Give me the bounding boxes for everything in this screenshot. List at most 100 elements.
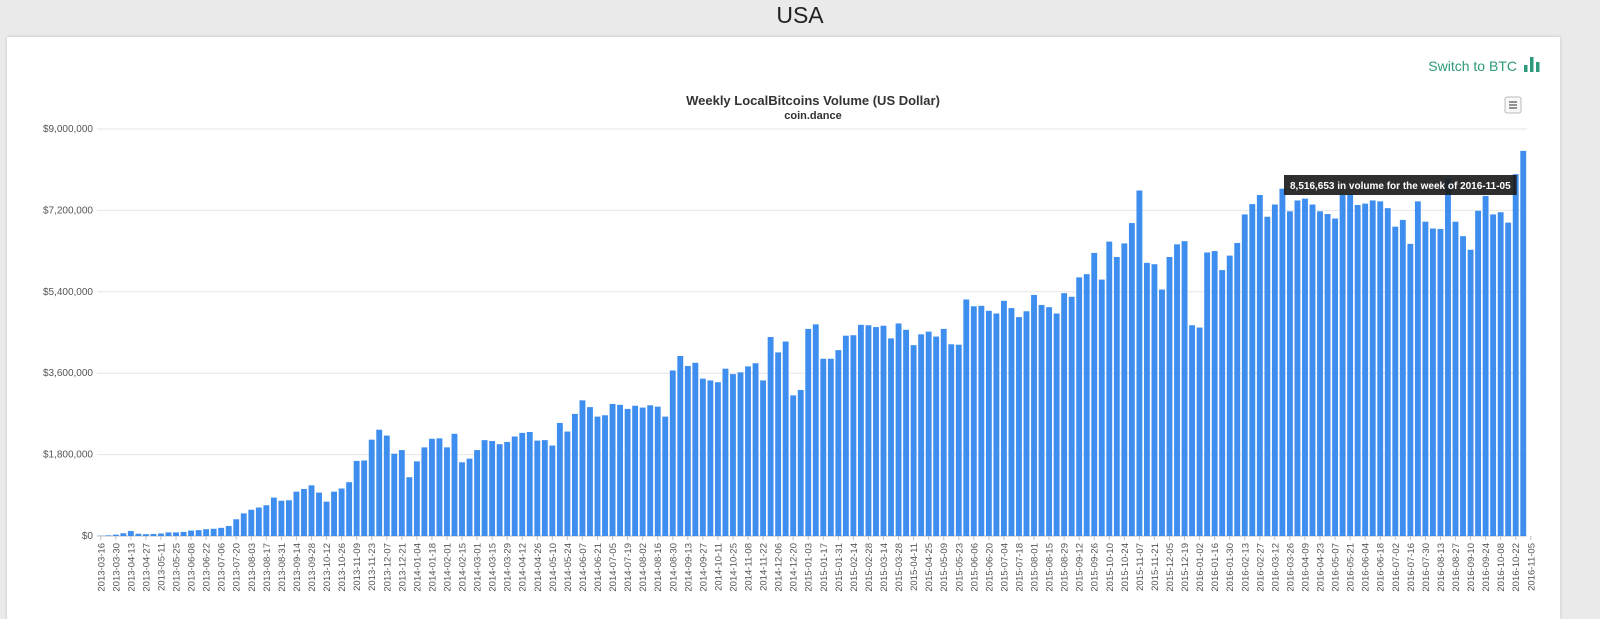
chart-bar[interactable] [534, 440, 541, 536]
chart-bar[interactable] [1068, 296, 1075, 536]
chart-bar[interactable] [745, 366, 751, 536]
chart-bar[interactable] [1091, 252, 1098, 536]
chart-bar[interactable] [609, 403, 616, 536]
chart-bar[interactable] [857, 324, 864, 536]
chart-bar[interactable] [978, 305, 985, 536]
chart-bar[interactable] [1076, 277, 1083, 536]
chart-bar[interactable] [669, 370, 676, 536]
chart-bar[interactable] [933, 336, 940, 536]
chart-bar[interactable] [888, 338, 894, 536]
chart-bar[interactable] [842, 335, 849, 536]
chart-bar[interactable] [293, 491, 300, 536]
chart-bar[interactable] [970, 306, 977, 536]
chart-bar[interactable] [218, 527, 225, 536]
chart-bar[interactable] [594, 416, 601, 536]
chart-bar[interactable] [782, 341, 789, 536]
chart-bar[interactable] [850, 335, 857, 536]
chart-bar[interactable] [1475, 210, 1482, 536]
chart-bar[interactable] [805, 328, 812, 536]
chart-bar[interactable] [391, 453, 398, 536]
chart-bar[interactable] [737, 372, 744, 536]
chart-bar[interactable] [173, 532, 179, 536]
chart-bar[interactable] [248, 509, 255, 536]
chart-bar[interactable] [301, 488, 307, 536]
chart-bar[interactable] [1422, 221, 1429, 536]
chart-bar[interactable] [361, 460, 368, 536]
chart-bar[interactable] [120, 533, 127, 536]
chart-bar[interactable] [474, 450, 481, 536]
chart-bar[interactable] [752, 363, 759, 536]
chart-bar[interactable] [466, 458, 473, 536]
chart-bar[interactable] [1000, 300, 1007, 536]
chart-bar[interactable] [1460, 236, 1466, 536]
chart-bar[interactable] [165, 532, 172, 536]
chart-bar[interactable] [526, 431, 533, 536]
chart-bar[interactable] [195, 530, 202, 536]
chart-bar[interactable] [1181, 241, 1188, 536]
chart-bar[interactable] [150, 533, 157, 536]
chart-bar[interactable] [714, 382, 721, 536]
chart-bar[interactable] [233, 519, 240, 536]
chart-bar[interactable] [571, 413, 578, 536]
chart-bar[interactable] [1113, 256, 1120, 536]
chart-bar[interactable] [519, 432, 526, 536]
chart-bar[interactable] [1151, 264, 1158, 536]
chart-bar[interactable] [511, 436, 518, 536]
chart-bar[interactable] [955, 344, 962, 536]
chart-bar[interactable] [323, 501, 330, 536]
chart-bar[interactable] [820, 358, 827, 536]
chart-bar[interactable] [624, 408, 631, 536]
chart-bar[interactable] [760, 380, 767, 536]
chart-bar[interactable] [1294, 200, 1301, 536]
chart-bar[interactable] [1136, 190, 1143, 537]
chart-bar[interactable] [428, 438, 435, 536]
chart-bar[interactable] [1332, 218, 1339, 537]
chart-bar[interactable] [1106, 241, 1113, 536]
chart-bar[interactable] [1317, 211, 1323, 537]
chart-bar[interactable] [1512, 174, 1519, 536]
chart-bar[interactable] [910, 345, 917, 536]
chart-bar[interactable] [444, 447, 450, 536]
chart-bar[interactable] [1520, 150, 1527, 537]
chart-bar[interactable] [1437, 228, 1444, 536]
chart-bar[interactable] [1429, 228, 1436, 537]
chart-bar[interactable] [556, 422, 563, 536]
chart-bar[interactable] [142, 534, 149, 536]
chart-bar[interactable] [1038, 304, 1045, 536]
chart-bar[interactable] [632, 405, 639, 536]
chart-bar[interactable] [993, 313, 1000, 536]
chart-bar[interactable] [1324, 214, 1331, 536]
chart-bar[interactable] [255, 507, 262, 536]
chart-bar[interactable] [1497, 212, 1504, 536]
chart-bar[interactable] [1452, 221, 1459, 536]
chart-bar[interactable] [1046, 307, 1053, 536]
chart-bar[interactable] [270, 497, 277, 536]
chart-bar[interactable] [1445, 178, 1451, 537]
chart-bar[interactable] [1362, 203, 1369, 536]
chart-bar[interactable] [692, 362, 699, 536]
chart-bar[interactable] [767, 337, 774, 536]
chart-bar[interactable] [459, 462, 465, 536]
chart-bar[interactable] [135, 533, 142, 536]
chart-bar[interactable] [489, 441, 496, 536]
chart-bar[interactable] [1407, 243, 1414, 537]
chart-bar[interactable] [436, 438, 443, 536]
chart-bar[interactable] [895, 323, 902, 536]
chart-bar[interactable] [383, 435, 390, 536]
chart-bar[interactable] [873, 327, 879, 536]
chart-bar[interactable] [338, 488, 345, 536]
chart-bar[interactable] [1061, 293, 1068, 536]
chart-bar[interactable] [504, 441, 511, 536]
chart-bar[interactable] [105, 535, 112, 536]
chart-bar[interactable] [398, 450, 405, 536]
chart-bar[interactable] [1211, 251, 1218, 536]
chart-bar[interactable] [827, 358, 834, 536]
chart-bar[interactable] [1023, 311, 1030, 536]
chart-bar[interactable] [210, 528, 217, 536]
chart-bar[interactable] [451, 433, 458, 536]
chart-bar[interactable] [1302, 198, 1308, 536]
chart-bar[interactable] [368, 439, 375, 536]
chart-bar[interactable] [1143, 262, 1150, 536]
chart-bar[interactable] [602, 415, 608, 536]
chart-bar[interactable] [346, 482, 353, 536]
